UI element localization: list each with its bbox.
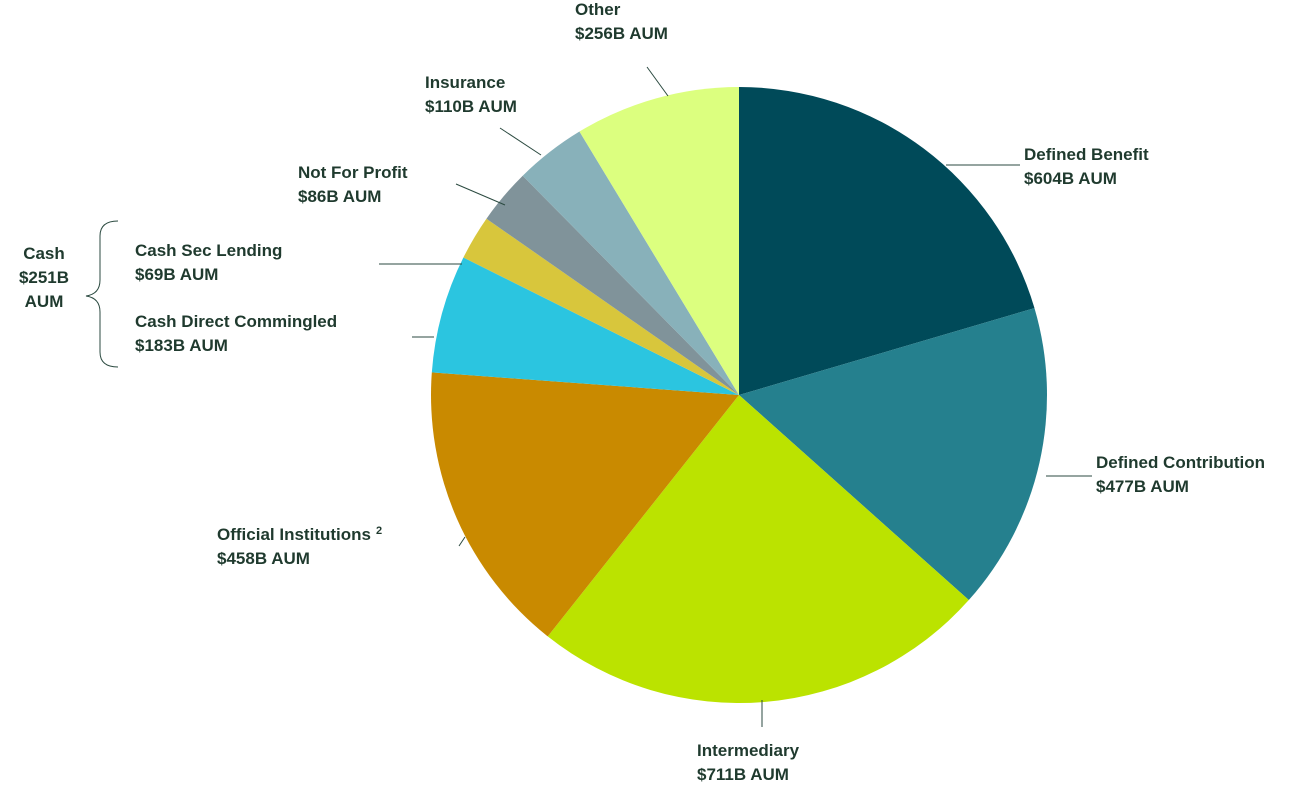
- cash-group-line-1: $251B: [19, 268, 69, 287]
- pie-slice-insurance: [522, 131, 739, 396]
- slice-label-defined-benefit: Defined Benefit $604B AUM: [1024, 145, 1149, 188]
- slice-value-intermediary: $711B AUM: [697, 765, 789, 784]
- slice-name-cash-direct-commingled: Cash Direct Commingled: [135, 312, 337, 331]
- pie-slice-intermediary: [547, 395, 969, 704]
- cash-group-label: Cash $251B AUM: [19, 244, 69, 311]
- slice-label-not-for-profit: Not For Profit $86B AUM: [298, 163, 408, 206]
- slice-name-cash-sec-lending: Cash Sec Lending: [135, 241, 282, 260]
- leader-lines: [379, 66, 1092, 727]
- slice-labels: Defined Benefit $604B AUM Defined Contribu…: [135, 0, 1265, 784]
- leader-line-official-institutions: [458, 536, 466, 547]
- pie-slice-other: [579, 87, 739, 395]
- slice-value-cash-sec-lending: $69B AUM: [135, 265, 218, 284]
- slice-name-insurance: Insurance: [425, 73, 505, 92]
- pie-slice-official-institutions: [431, 372, 739, 637]
- slice-name-official-institutions: Official Institutions: [217, 525, 371, 544]
- slice-value-official-institutions: $458B AUM: [217, 549, 310, 568]
- leader-line-insurance: [499, 127, 542, 156]
- slice-value-defined-contribution: $477B AUM: [1096, 477, 1189, 496]
- cash-group-bracket: [85, 220, 119, 368]
- pie-slice-cash-direct-commingled: [431, 257, 739, 395]
- cash-group-line-0: Cash: [23, 244, 65, 263]
- slice-name-defined-benefit: Defined Benefit: [1024, 145, 1149, 164]
- pie-slices: [431, 87, 1047, 704]
- slice-label-cash-direct-commingled: Cash Direct Commingled $183B AUM: [135, 312, 337, 355]
- leader-line-not-for-profit: [455, 183, 506, 206]
- slice-label-insurance: Insurance $110B AUM: [425, 73, 517, 116]
- slice-name-intermediary: Intermediary: [697, 741, 800, 760]
- slice-label-other: Other $256B AUM: [575, 0, 668, 43]
- slice-value-not-for-profit: $86B AUM: [298, 187, 381, 206]
- pie-slice-cash-sec-lending: [463, 218, 739, 395]
- slice-label-defined-contribution: Defined Contribution $477B AUM: [1096, 453, 1265, 496]
- slice-name-other: Other: [575, 0, 621, 19]
- cash-group: Cash $251B AUM: [19, 220, 119, 368]
- slice-name-defined-contribution: Defined Contribution: [1096, 453, 1265, 472]
- pie-slice-defined-contribution: [739, 308, 1047, 601]
- slice-label-cash-sec-lending: Cash Sec Lending $69B AUM: [135, 241, 282, 284]
- footnote-official-institutions: 2: [376, 525, 382, 537]
- slice-value-defined-benefit: $604B AUM: [1024, 169, 1117, 188]
- slice-value-other: $256B AUM: [575, 24, 668, 43]
- cash-group-line-2: AUM: [25, 292, 64, 311]
- slice-value-cash-direct-commingled: $183B AUM: [135, 336, 228, 355]
- leader-line-other: [646, 66, 669, 97]
- slice-value-insurance: $110B AUM: [425, 97, 517, 116]
- pie-slice-defined-benefit: [739, 87, 1035, 395]
- pie-slice-not-for-profit: [486, 175, 739, 395]
- slice-name-not-for-profit: Not For Profit: [298, 163, 408, 182]
- slice-label-intermediary: Intermediary $711B AUM: [697, 741, 800, 784]
- slice-label-official-institutions: Official Institutions 2 $458B AUM: [217, 525, 382, 568]
